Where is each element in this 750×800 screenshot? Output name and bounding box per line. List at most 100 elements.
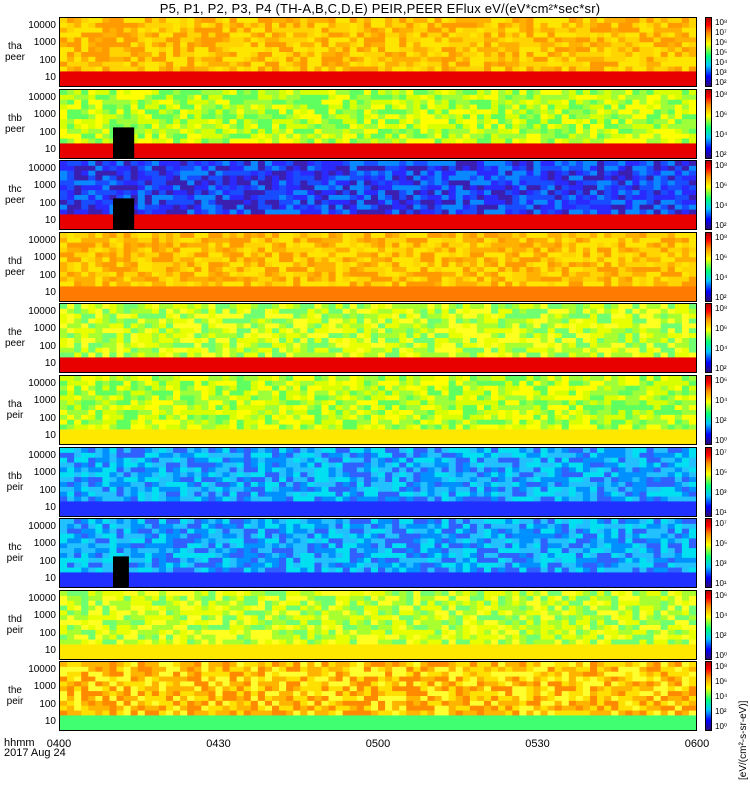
heatmap-cell xyxy=(681,32,690,39)
heatmap-cell xyxy=(674,195,683,201)
heatmap-cell xyxy=(611,204,619,211)
heatmap-cell xyxy=(420,47,429,53)
heatmap-cell xyxy=(604,267,612,273)
heatmap-cell xyxy=(321,90,330,96)
heatmap-cell xyxy=(575,276,584,283)
heatmap-cell xyxy=(236,133,245,140)
heatmap-cell xyxy=(476,199,485,206)
heatmap-cell xyxy=(208,170,217,177)
heatmap-cell xyxy=(201,22,209,29)
heatmap-cell xyxy=(286,153,294,158)
heatmap-cell xyxy=(688,161,696,167)
heatmap-cell xyxy=(688,42,696,48)
heatmap-cell xyxy=(187,47,195,53)
heatmap-cell xyxy=(236,286,245,292)
heatmap-cell xyxy=(540,291,549,297)
heatmap-cell xyxy=(427,119,436,125)
heatmap-cell xyxy=(505,237,513,244)
heatmap-cell xyxy=(222,242,231,249)
heatmap-cell xyxy=(547,209,556,216)
heatmap-cell xyxy=(264,99,273,106)
heatmap-cell xyxy=(349,133,358,140)
heatmap-cell xyxy=(166,281,174,288)
heatmap-cell xyxy=(491,185,499,191)
spectrogram-panel: thb peer 10000 1000 100 10 10⁸ 10⁶ 10⁴ 10² xyxy=(0,89,750,159)
heatmap-cell xyxy=(180,242,188,249)
heatmap-cell xyxy=(137,37,146,43)
heatmap-cell xyxy=(469,257,478,263)
heatmap-cell xyxy=(187,143,195,149)
heatmap-cell xyxy=(356,204,365,211)
heatmap-cell xyxy=(575,143,584,149)
heatmap-cell xyxy=(597,56,605,63)
heatmap-cell xyxy=(151,148,160,154)
heatmap-cell xyxy=(293,185,301,191)
heatmap-cell xyxy=(123,109,132,115)
heatmap-cell xyxy=(123,37,132,43)
heatmap-cell xyxy=(187,286,195,292)
heatmap-cell xyxy=(102,66,111,73)
heatmap-cell xyxy=(413,286,421,292)
heatmap-cell xyxy=(639,237,648,244)
heatmap-cell xyxy=(342,27,351,34)
heatmap-cell xyxy=(491,128,499,135)
heatmap-cell xyxy=(639,199,648,206)
heatmap-cell xyxy=(222,271,231,278)
heatmap-cell xyxy=(590,148,598,154)
heatmap-cell xyxy=(526,257,535,263)
heatmap-cell xyxy=(187,109,195,115)
heatmap-cell xyxy=(173,81,181,86)
heatmap-cell xyxy=(484,214,492,220)
heatmap-cell xyxy=(688,114,696,120)
heatmap-cell xyxy=(385,286,393,292)
heatmap-cell xyxy=(349,56,358,63)
heatmap-cell xyxy=(420,81,429,86)
heatmap-cell xyxy=(441,94,450,101)
heatmap-cell xyxy=(67,180,75,186)
heatmap-cell xyxy=(349,94,358,101)
heatmap-cell xyxy=(279,148,287,154)
heatmap-cell xyxy=(272,71,280,77)
heatmap-cell xyxy=(667,114,676,120)
heatmap-cell xyxy=(250,237,259,244)
heatmap-cell xyxy=(406,114,414,120)
heatmap-cell xyxy=(257,153,266,158)
heatmap-cell xyxy=(264,66,273,73)
heatmap-cell xyxy=(639,66,648,73)
heatmap-cell xyxy=(491,81,499,86)
heatmap-cell xyxy=(413,165,421,172)
heatmap-cell xyxy=(314,90,323,96)
heatmap-cell xyxy=(342,161,351,167)
heatmap-cell xyxy=(540,204,549,211)
heatmap-cell xyxy=(469,109,478,115)
heatmap-cell xyxy=(173,242,181,249)
heatmap-cell xyxy=(392,185,400,191)
heatmap-cell xyxy=(639,262,648,268)
colorbar-tick-label: 10⁸ xyxy=(715,18,728,27)
heatmap-cell xyxy=(229,276,238,283)
heatmap-cell xyxy=(476,76,485,82)
heatmap-cell xyxy=(229,109,238,115)
heatmap-cell xyxy=(441,61,450,68)
heatmap-cell xyxy=(208,209,217,216)
heatmap-cell xyxy=(604,27,612,34)
heatmap-cell xyxy=(74,237,82,244)
heatmap-cell xyxy=(144,209,153,216)
heatmap-cell xyxy=(250,148,259,154)
heatmap-cell xyxy=(378,27,386,34)
heatmap-cell xyxy=(236,214,245,220)
heatmap-cell xyxy=(109,271,118,278)
heatmap-cell xyxy=(392,104,400,111)
heatmap-cell xyxy=(604,124,612,130)
heatmap-cell xyxy=(321,81,330,86)
heatmap-cell xyxy=(257,281,266,288)
heatmap-cell xyxy=(286,128,294,135)
heatmap-cell xyxy=(448,109,457,115)
heatmap-cell xyxy=(356,286,365,292)
heatmap-cell xyxy=(625,195,633,201)
heatmap-cell xyxy=(561,128,570,135)
heatmap-cell xyxy=(575,138,584,145)
heatmap-cell xyxy=(144,242,153,249)
heatmap-cell xyxy=(88,32,96,39)
heatmap-cell xyxy=(505,199,513,206)
